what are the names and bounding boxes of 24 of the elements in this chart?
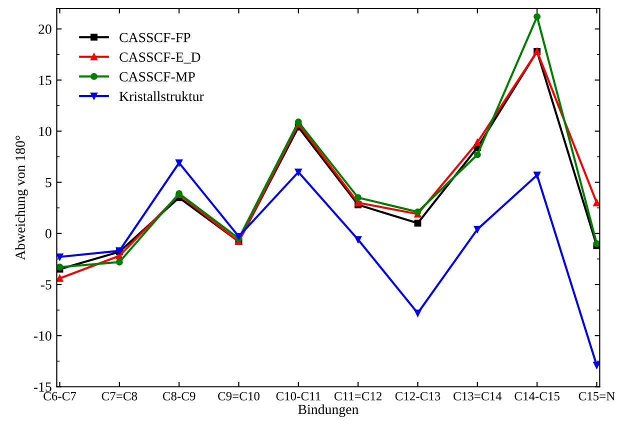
y-tick-label: -5 — [40, 280, 52, 290]
y-tick-label: 10 — [39, 126, 52, 136]
legend-label: Kristallstruktur — [119, 91, 204, 102]
x-tick-label: C6-C7 — [44, 392, 76, 400]
y-tick-label: 20 — [38, 24, 52, 34]
x-tick-label: C13=C14 — [454, 392, 502, 400]
legend-label: CASSCF-E_D — [120, 52, 200, 64]
y-tick-label: -10 — [34, 331, 52, 341]
y-tick-label: -15 — [34, 382, 52, 392]
y-tick-label: 0 — [45, 228, 52, 238]
y-tick-label: 15 — [39, 76, 52, 86]
x-tick-label: C10-C11 — [276, 392, 320, 400]
legend-label: CASSCF-MP — [120, 72, 195, 82]
x-tick-label: C11=C12 — [334, 392, 382, 400]
y-tick-label: 5 — [46, 178, 52, 188]
x-tick-label: C15=N — [578, 392, 615, 400]
x-tick-label: C7=C8 — [102, 392, 138, 400]
legend-label: CASSCF-FP — [120, 32, 190, 42]
x-tick-label: C8-C9 — [162, 392, 196, 400]
x-tick-label: C9=C10 — [218, 392, 260, 400]
x-tick-label: C14-C15 — [514, 392, 560, 400]
x-axis-title: Bindungen — [298, 404, 359, 417]
x-tick-label: C12-C13 — [395, 392, 440, 400]
y-axis-title: Abweichung von 180° — [15, 136, 28, 260]
